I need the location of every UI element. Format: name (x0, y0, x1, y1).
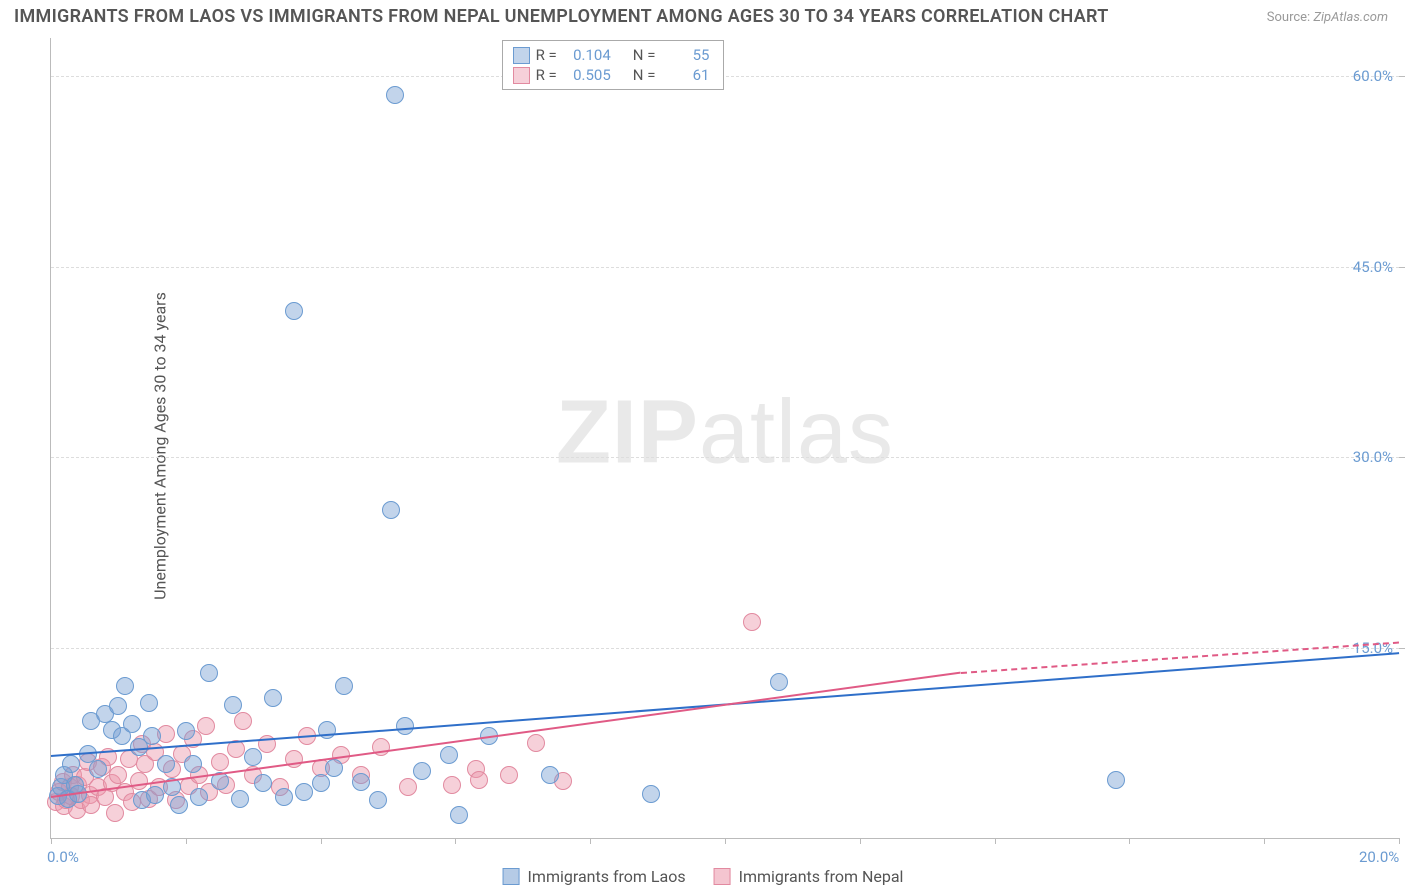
data-point (527, 734, 545, 752)
data-point (352, 773, 370, 791)
data-point (177, 722, 195, 740)
data-point (443, 776, 461, 794)
x-tick (321, 838, 322, 844)
data-point (200, 664, 218, 682)
data-point (184, 755, 202, 773)
data-point (143, 727, 161, 745)
x-tick-label: 0.0% (47, 848, 79, 866)
data-point (62, 755, 80, 773)
x-tick-label: 20.0% (1359, 848, 1399, 866)
x-tick (860, 838, 861, 844)
y-tick-label: 45.0% (1353, 258, 1393, 276)
data-point (382, 501, 400, 519)
data-point (399, 778, 417, 796)
data-point (130, 772, 148, 790)
data-point (541, 766, 559, 784)
data-point (190, 788, 208, 806)
watermark: ZIPatlas (556, 381, 894, 484)
data-point (470, 771, 488, 789)
data-point (275, 788, 293, 806)
x-tick (455, 838, 456, 844)
data-point (325, 759, 343, 777)
legend-item: Immigrants from Nepal (714, 867, 904, 886)
data-point (312, 774, 330, 792)
data-point (123, 715, 141, 733)
data-point (254, 774, 272, 792)
data-point (770, 673, 788, 691)
data-point (109, 766, 127, 784)
data-point (109, 697, 127, 715)
legend-item: Immigrants from Laos (503, 867, 686, 886)
y-tick-label: 30.0% (1353, 448, 1393, 466)
legend-correlation: R =0.104N =55R =0.505N =61 (502, 40, 725, 90)
gridline (51, 648, 1399, 649)
x-tick (590, 838, 591, 844)
data-point (1107, 771, 1125, 789)
data-point (146, 786, 164, 804)
data-point (140, 694, 158, 712)
gridline (51, 267, 1399, 268)
legend-bottom: Immigrants from Laos Immigrants from Nepa… (503, 867, 904, 886)
x-tick (1399, 838, 1400, 844)
data-point (231, 790, 249, 808)
data-point (295, 783, 313, 801)
data-point (386, 86, 404, 104)
data-point (157, 755, 175, 773)
gridline (51, 457, 1399, 458)
x-tick (1129, 838, 1130, 844)
data-point (211, 753, 229, 771)
data-point (413, 762, 431, 780)
y-tick-label: 60.0% (1353, 67, 1393, 85)
data-point (264, 689, 282, 707)
data-point (234, 712, 252, 730)
x-tick (51, 838, 52, 844)
data-point (106, 804, 124, 822)
data-point (440, 746, 458, 764)
data-point (450, 806, 468, 824)
data-point (500, 766, 518, 784)
data-point (642, 785, 660, 803)
data-point (197, 717, 215, 735)
x-tick (1264, 838, 1265, 844)
data-point (335, 677, 353, 695)
data-point (285, 302, 303, 320)
gridline (51, 76, 1399, 77)
source-label: Source: ZipAtlas.com (1267, 10, 1388, 25)
chart-title: IMMIGRANTS FROM LAOS VS IMMIGRANTS FROM … (14, 6, 1109, 27)
data-point (369, 791, 387, 809)
data-point (116, 677, 134, 695)
data-point (244, 748, 262, 766)
x-tick (995, 838, 996, 844)
data-point (224, 696, 242, 714)
data-point (170, 796, 188, 814)
data-point (89, 760, 107, 778)
data-point (396, 717, 414, 735)
data-point (743, 613, 761, 631)
x-tick (186, 838, 187, 844)
x-tick (725, 838, 726, 844)
scatter-plot: ZIPatlas 15.0%30.0%45.0%60.0%0.0%20.0% (50, 38, 1399, 839)
